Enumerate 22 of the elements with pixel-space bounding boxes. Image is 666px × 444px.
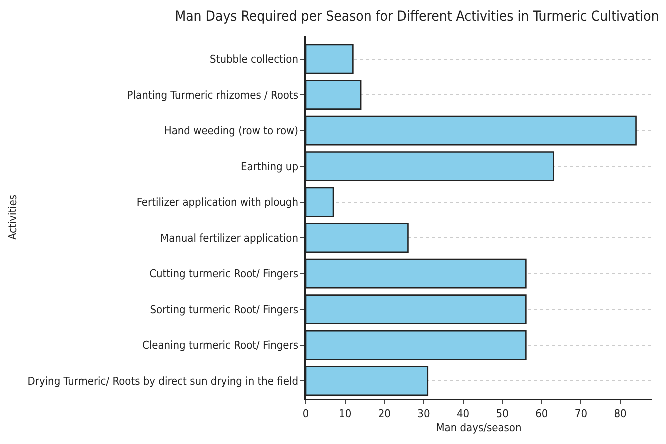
x-tick-label: 70 xyxy=(574,408,588,420)
x-tick-label: 60 xyxy=(536,408,548,420)
x-tick-label: 10 xyxy=(339,408,352,420)
x-tick-label: 80 xyxy=(614,408,627,420)
y-tick-label: Drying Turmeric/ Roots by direct sun drying in the field xyxy=(28,374,298,388)
y-tick-label: Planting Turmeric rhizomes / Roots xyxy=(127,88,298,102)
x-tick-label: 30 xyxy=(418,408,430,420)
x-tick-label: 40 xyxy=(456,408,470,420)
x-axis-title: Man days/season xyxy=(436,422,522,435)
x-tick-label: 0 xyxy=(302,408,310,420)
y-axis-title: Activities xyxy=(6,194,20,240)
x-tick-label: 20 xyxy=(378,408,391,420)
y-tick-label: Earthing up xyxy=(240,160,298,174)
chart-title: Man Days Required per Season for Different Activities in Turmeric Cultivation xyxy=(175,8,660,25)
y-tick-label: Cleaning turmeric Root/ Fingers xyxy=(142,339,298,352)
x-tick-label: 50 xyxy=(496,408,509,420)
y-tick-label: Fertilizer application with plough xyxy=(136,196,298,210)
y-tick-label: Sorting turmeric Root/ Fingers xyxy=(150,303,298,316)
y-tick-label: Hand weeding (row to row) xyxy=(164,124,299,138)
y-tick-label: Cutting turmeric Root/ Fingers xyxy=(150,268,298,281)
y-tick-label: Stubble collection xyxy=(210,53,298,66)
y-tick-label: Manual fertilizer application xyxy=(160,232,298,245)
